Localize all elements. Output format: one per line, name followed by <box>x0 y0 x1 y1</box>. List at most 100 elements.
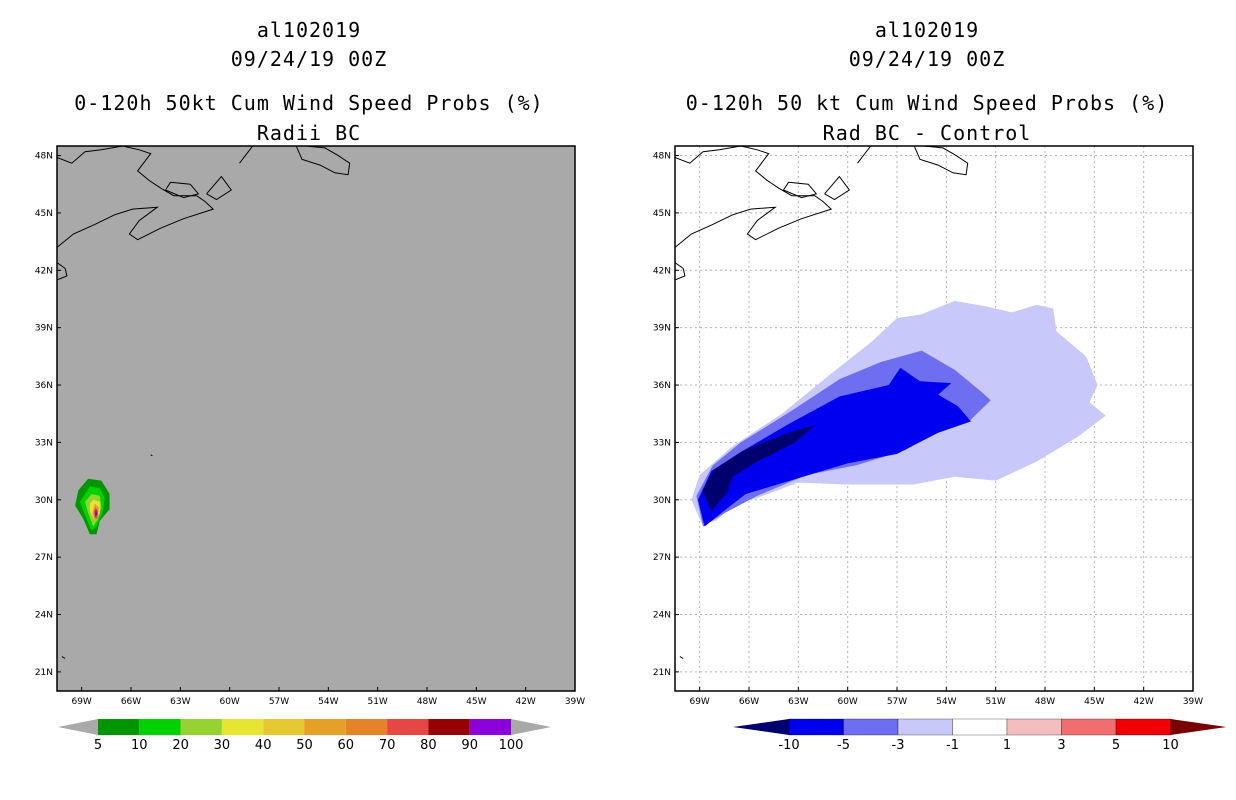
x-tick-label: 42W <box>515 697 535 707</box>
y-tick-label: 21N <box>653 668 671 678</box>
right-title-date: 09/24/19 00Z <box>848 47 1006 71</box>
colorbar-label: 1 <box>1003 738 1011 753</box>
colorbar-label: -5 <box>837 738 850 753</box>
colorbar-label: -3 <box>892 738 905 753</box>
colorbar-segment <box>1006 718 1062 736</box>
y-tick-label: 33N <box>35 438 53 448</box>
x-tick-label: 63W <box>170 697 190 707</box>
coastline <box>679 656 684 659</box>
x-tick-label: 48W <box>1035 697 1055 707</box>
colorbar-label: 80 <box>420 738 437 753</box>
colorbar-segment <box>387 719 429 735</box>
right-chart-panel: al102019 09/24/19 00Z 0-120h 50 kt Cum W… <box>618 0 1236 800</box>
colorbar-segment <box>98 719 140 735</box>
colorbar-segment <box>263 719 305 735</box>
x-tick-label: 57W <box>269 697 289 707</box>
right-title-subtitle: Rad BC - Control <box>822 121 1032 145</box>
y-tick-label: 45N <box>35 209 53 219</box>
colorbar-label: 3 <box>1057 738 1065 753</box>
x-tick-label: 45W <box>1084 697 1104 707</box>
colorbar-label: 40 <box>255 738 272 753</box>
coastline <box>57 262 68 281</box>
x-tick-label: 63W <box>788 697 808 707</box>
colorbar-lower-end <box>733 719 789 735</box>
colorbar-segment <box>843 718 899 736</box>
plot-background <box>57 146 575 691</box>
x-tick-label: 66W <box>739 697 759 707</box>
coastline <box>857 146 969 176</box>
colorbar-segment <box>345 719 388 735</box>
colorbar-lower-end <box>58 719 98 735</box>
left-map-svg: 69W 66W 63W 60W 57W 54W 51W 48W 45W 42W 39W 48N 45N 4… <box>35 145 585 753</box>
y-tick-label: 42N <box>35 266 53 276</box>
colorbar-label: 5 <box>94 738 102 753</box>
x-tick-label: 51W <box>367 697 387 707</box>
coastline <box>239 146 351 176</box>
x-tick-label: 57W <box>887 697 907 707</box>
colorbar-label: 70 <box>379 738 396 753</box>
colorbar-segment <box>788 718 844 736</box>
x-tick-label: 39W <box>1183 697 1203 707</box>
colorbar-label: 30 <box>214 738 231 753</box>
x-tick-label: 54W <box>936 697 956 707</box>
colorbar-segment <box>180 719 222 735</box>
y-tick-label: 33N <box>653 438 671 448</box>
y-tick-label: 24N <box>35 611 53 621</box>
y-tick-label: 24N <box>653 611 671 621</box>
x-tick-label: 45W <box>466 697 486 707</box>
y-tick-label: 36N <box>35 381 53 391</box>
x-tick-label: 54W <box>318 697 338 707</box>
y-tick-label: 36N <box>653 381 671 391</box>
colorbar: -10 -5 -3 -1 1 3 5 10 <box>733 718 1227 753</box>
x-tick-label: 60W <box>219 697 239 707</box>
colorbar-label: 20 <box>172 738 189 753</box>
colorbar-label: -1 <box>946 738 959 753</box>
right-title-product: 0-120h 50 kt Cum Wind Speed Probs (%) <box>685 91 1169 115</box>
y-tick-label: 48N <box>35 152 53 162</box>
colorbar-segment <box>952 718 1008 736</box>
plot-frame <box>56 145 576 692</box>
colorbar-label: 90 <box>461 738 478 753</box>
y-tick-label: 45N <box>653 209 671 219</box>
x-tick-label: 51W <box>985 697 1005 707</box>
plot-area <box>57 146 351 659</box>
x-tick-label: 39W <box>565 697 585 707</box>
colorbar-upper-end <box>511 719 551 735</box>
colorbar: 5 10 20 30 40 50 60 70 80 90 100 <box>58 719 551 753</box>
colorbar-segment <box>304 719 346 735</box>
colorbar-segment <box>897 718 953 736</box>
coastline <box>675 146 833 248</box>
colorbar-label: 60 <box>338 738 355 753</box>
colorbar-segment <box>139 719 181 735</box>
y-tick-label: 21N <box>35 668 53 678</box>
x-tick-label: 42W <box>1133 697 1153 707</box>
right-map-svg: 69W 66W 63W 60W 57W 54W 51W 48W 45W 42W 39W 48N 45N 4… <box>653 145 1227 753</box>
x-tick-label: 66W <box>121 697 141 707</box>
difference-contour-3 <box>698 367 971 527</box>
colorbar-label: 100 <box>499 738 524 753</box>
right-title-storm: al102019 <box>874 18 980 42</box>
colorbar-upper-end <box>1170 719 1227 735</box>
y-tick-label: 42N <box>653 266 671 276</box>
probability-contour-7 <box>94 509 98 517</box>
colorbar-segment <box>428 719 470 735</box>
y-tick-label: 27N <box>35 553 53 563</box>
colorbar-segment <box>469 719 511 735</box>
y-tick-label: 30N <box>35 496 53 506</box>
coastline <box>206 175 233 201</box>
coastline <box>57 146 215 248</box>
x-tick-label: 69W <box>71 697 91 707</box>
colorbar-label: 10 <box>1162 738 1179 753</box>
y-tick-label: 48N <box>653 152 671 162</box>
x-tick-label: 60W <box>837 697 857 707</box>
x-tick-label: 48W <box>417 697 437 707</box>
left-title-date: 09/24/19 00Z <box>230 47 388 71</box>
coastline <box>61 656 66 659</box>
coastline <box>824 175 851 201</box>
colorbar-segment <box>1061 718 1117 736</box>
colorbar-label: 50 <box>296 738 313 753</box>
x-tick-label: 69W <box>689 697 709 707</box>
y-tick-label: 39N <box>653 324 671 334</box>
left-chart-panel: al102019 09/24/19 00Z 0-120h 50kt Cum Wi… <box>35 18 585 753</box>
left-title-subtitle: Radii BC <box>256 121 362 145</box>
